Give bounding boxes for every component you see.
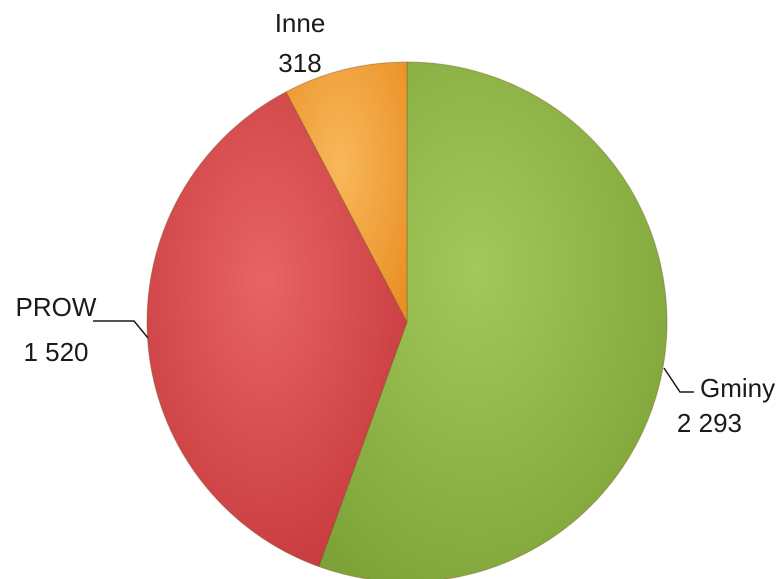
pie-leader-lines	[93, 320, 694, 393]
category-label-inne: Inne	[275, 8, 326, 38]
pie-slice-inne	[285, 61, 408, 323]
pie-data-labels: Gminy 2 293 PROW 1 520 Inne 318	[16, 8, 776, 438]
pie-slices	[146, 61, 668, 579]
pie-slice-prow	[146, 91, 408, 568]
value-label-inne: 318	[278, 48, 321, 78]
category-label-gminy: Gminy	[700, 373, 775, 403]
leader-line-gminy	[663, 367, 694, 393]
pie-slice-gminy	[318, 61, 668, 579]
leader-line-prow	[93, 320, 149, 339]
category-label-prow: PROW	[16, 292, 97, 322]
value-label-gminy: 2 293	[677, 408, 742, 438]
value-label-prow: 1 520	[23, 337, 88, 367]
